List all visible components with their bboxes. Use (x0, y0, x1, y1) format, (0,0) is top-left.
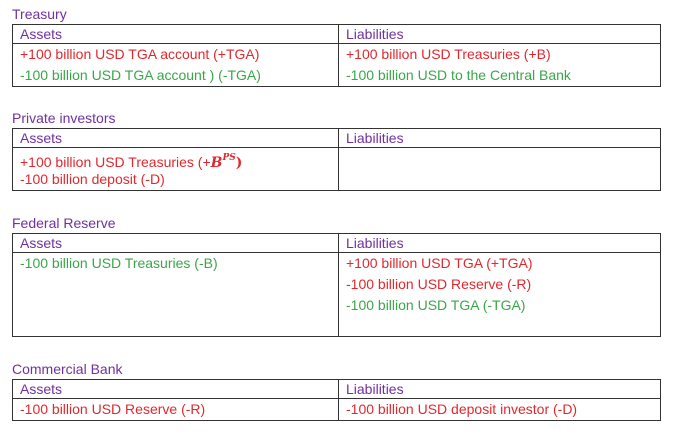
federal-reserve-liabilities-header: Liabilities (338, 233, 661, 253)
commercial-bank-liabilities-cell: -100 billion USD deposit investor (-D) (338, 398, 661, 421)
treasury-liabilities-header: Liabilities (338, 24, 661, 44)
federal-reserve-table: Assets Liabilities -100 billion USD Trea… (12, 233, 661, 337)
math-superscript-ps: PS (222, 153, 236, 163)
commercial-bank-liability-entry: -100 billion USD deposit investor (-D) (346, 401, 578, 417)
private-investors-asset-entry: +100 billion USD Treasuries (+BPS) (20, 148, 331, 171)
private-investors-asset-entry: -100 billion deposit (-D) (20, 171, 165, 187)
private-investors-liabilities-cell (338, 147, 661, 191)
treasury-assets-header: Assets (12, 24, 339, 44)
treasury-asset-entry: -100 billion USD TGA account ) (-TGA) (20, 67, 261, 83)
federal-reserve-title: Federal Reserve (12, 215, 116, 231)
treasury-asset-entry: +100 billion USD TGA account (+TGA) (20, 46, 260, 62)
commercial-bank-table: Assets Liabilities -100 billion USD Rese… (12, 379, 661, 421)
commercial-bank-asset-entry: -100 billion USD Reserve (-R) (20, 401, 206, 417)
entry-text-prefix: +100 billion USD Treasuries (+ (20, 154, 211, 170)
private-investors-title: Private investors (12, 110, 116, 126)
commercial-bank-title: Commercial Bank (12, 361, 123, 377)
private-investors-assets-header: Assets (12, 128, 339, 148)
federal-reserve-assets-cell: -100 billion USD Treasuries (-B) (12, 252, 339, 337)
federal-reserve-liability-entry: -100 billion USD TGA (-TGA) (346, 297, 526, 313)
treasury-table: Assets Liabilities +100 billion USD TGA … (12, 24, 661, 87)
treasury-assets-cell: +100 billion USD TGA account (+TGA) -100… (12, 43, 339, 87)
commercial-bank-liabilities-header: Liabilities (338, 379, 661, 399)
entry-text-suffix: ) (235, 155, 243, 171)
federal-reserve-liability-entry: -100 billion USD Reserve (-R) (346, 276, 532, 292)
commercial-bank-assets-header: Assets (12, 379, 339, 399)
treasury-liabilities-cell: +100 billion USD Treasuries (+B) -100 bi… (338, 43, 661, 87)
commercial-bank-assets-cell: -100 billion USD Reserve (-R) (12, 398, 339, 421)
math-symbol-b: B (210, 155, 223, 171)
private-investors-liabilities-header: Liabilities (338, 128, 661, 148)
federal-reserve-assets-header: Assets (12, 233, 339, 253)
treasury-liability-entry: +100 billion USD Treasuries (+B) (346, 46, 551, 62)
treasury-title: Treasury (12, 6, 67, 22)
private-investors-table: Assets Liabilities +100 billion USD Trea… (12, 128, 661, 191)
treasury-liability-entry: -100 billion USD to the Central Bank (346, 67, 571, 83)
federal-reserve-liability-entry: +100 billion USD TGA (+TGA) (346, 255, 533, 271)
private-investors-assets-cell: +100 billion USD Treasuries (+BPS) -100 … (12, 147, 339, 191)
federal-reserve-liabilities-cell: +100 billion USD TGA (+TGA) -100 billion… (338, 252, 661, 337)
federal-reserve-asset-entry: -100 billion USD Treasuries (-B) (20, 255, 218, 271)
